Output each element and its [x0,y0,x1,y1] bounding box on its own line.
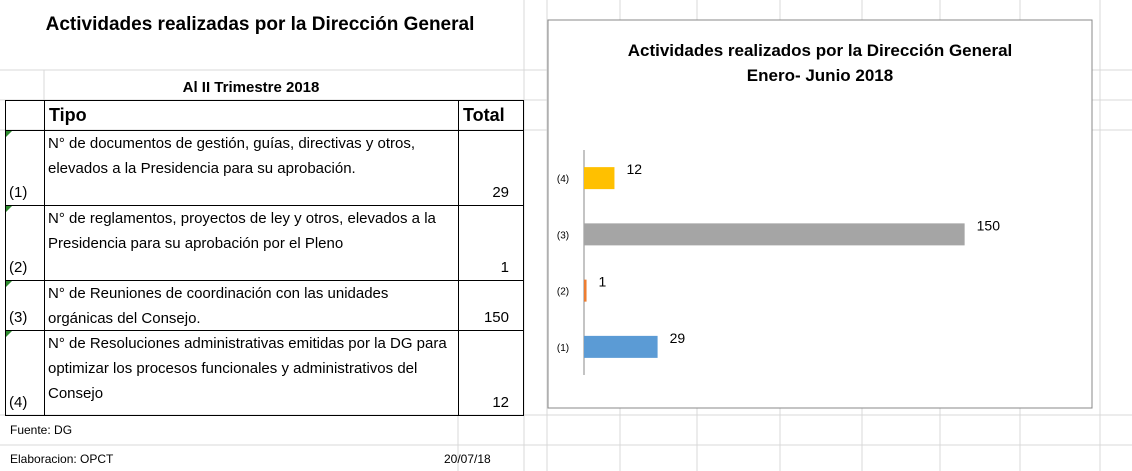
table-subtitle: Al II Trimestre 2018 [182,79,320,96]
table-title: Actividades realizadas por la Dirección … [45,14,475,35]
bar [584,335,658,358]
row-id: (4) [5,330,45,416]
category-label: (1) [557,343,569,354]
category-label: (4) [557,174,569,185]
row-id: (3) [5,280,45,331]
value-label: 1 [599,274,607,290]
cell-marker [6,281,12,287]
category-label: (3) [557,230,569,241]
row-tipo: N° de Resoluciones administrativas emiti… [44,330,459,416]
header-id [5,100,45,131]
bar [584,279,587,302]
chart-title-block: Actividades realizados por la Dirección … [600,38,1040,88]
row-tipo: N° de Reuniones de coordinación con las … [44,280,459,331]
date: 20/07/18 [444,452,491,466]
category-label: (2) [557,287,569,298]
header-tipo: Tipo [44,100,459,131]
row-total: 12 [458,330,524,416]
row-id: (2) [5,205,45,281]
bar [584,167,615,190]
chart-subtitle: Enero- Junio 2018 [746,66,894,85]
row-total: 29 [458,130,524,206]
bar [584,223,965,246]
value-label: 29 [670,330,686,346]
header-total: Total [458,100,524,131]
row-id: (1) [5,130,45,206]
value-label: 150 [977,217,1001,233]
cell-marker [6,131,12,137]
row-tipo: N° de documentos de gestión, guías, dire… [44,130,459,206]
row-total: 1 [458,205,524,281]
chart-title: Actividades realizados por la Dirección … [627,41,1013,60]
value-label: 12 [626,161,642,177]
row-tipo: N° de reglamentos, proyectos de ley y ot… [44,205,459,281]
row-total: 150 [458,280,524,331]
prepared-by: Elaboracion: OPCT [10,452,114,466]
cell-marker [6,206,12,212]
cell-marker [6,331,12,337]
source: Fuente: DG [10,423,73,437]
